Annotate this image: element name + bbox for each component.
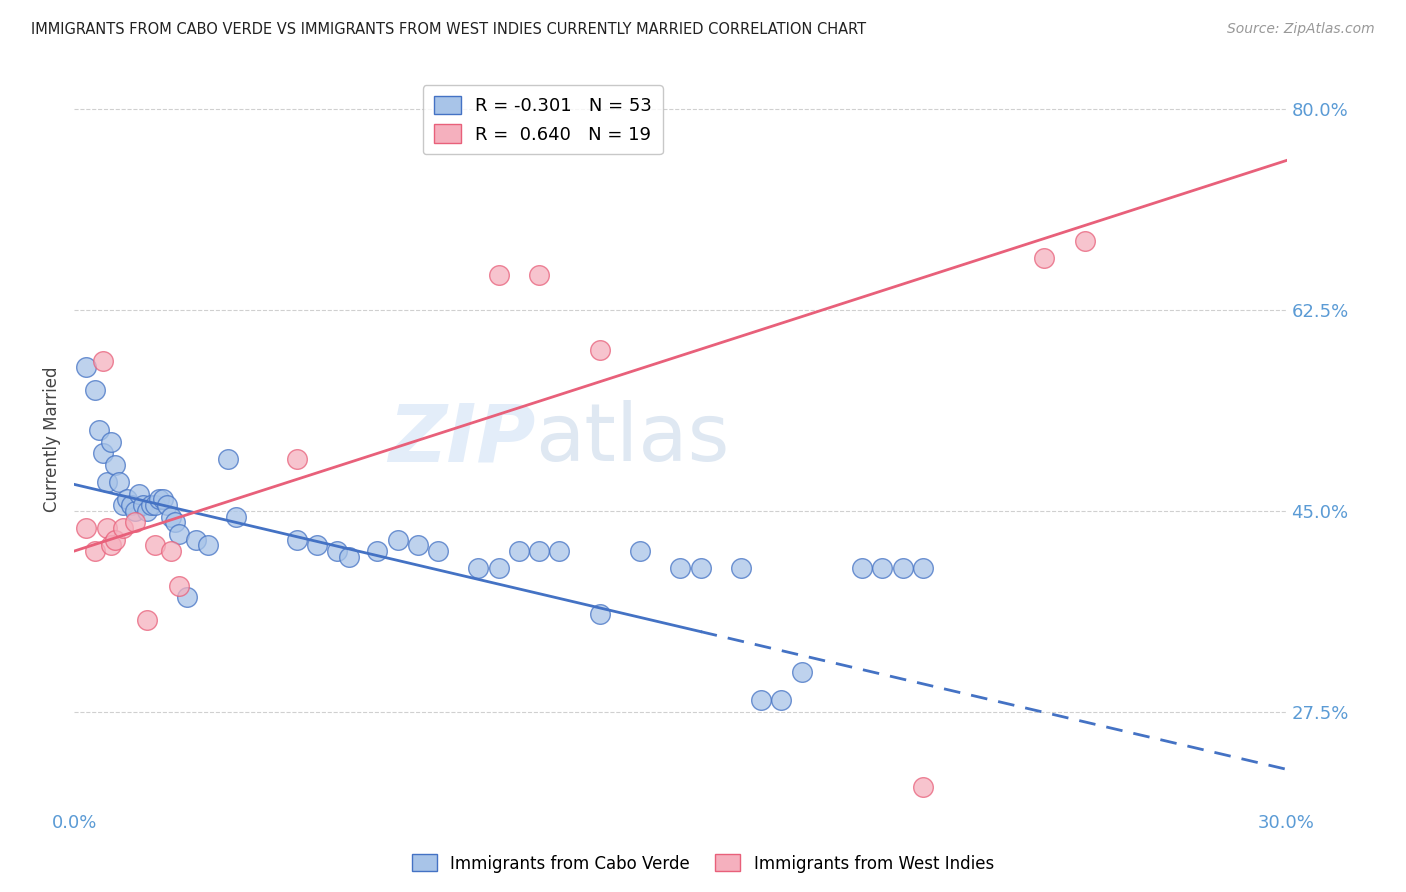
Point: [588, 607, 610, 622]
Point: [100, 538, 122, 552]
Point: [83, 383, 105, 397]
Point: [527, 544, 550, 558]
Point: [891, 561, 914, 575]
Point: [225, 509, 247, 524]
Point: [152, 492, 174, 507]
Point: [326, 544, 349, 558]
Point: [588, 343, 610, 357]
Point: [508, 544, 530, 558]
Point: [143, 538, 166, 552]
Point: [285, 452, 308, 467]
Point: [427, 544, 450, 558]
Point: [730, 561, 752, 575]
Point: [139, 498, 162, 512]
Point: [104, 458, 127, 472]
Point: [467, 561, 489, 575]
Point: [136, 613, 159, 627]
Point: [628, 544, 651, 558]
Point: [148, 492, 170, 507]
Text: ZIP: ZIP: [388, 400, 534, 478]
Point: [1033, 251, 1056, 265]
Point: [770, 693, 793, 707]
Point: [165, 516, 187, 530]
Point: [197, 538, 219, 552]
Point: [1073, 234, 1095, 248]
Point: [120, 498, 142, 512]
Point: [75, 360, 97, 375]
Text: IMMIGRANTS FROM CABO VERDE VS IMMIGRANTS FROM WEST INDIES CURRENTLY MARRIED CORR: IMMIGRANTS FROM CABO VERDE VS IMMIGRANTS…: [31, 22, 866, 37]
Point: [851, 561, 873, 575]
Point: [104, 533, 127, 547]
Point: [87, 424, 110, 438]
Point: [337, 549, 360, 564]
Point: [124, 516, 146, 530]
Text: atlas: atlas: [534, 400, 730, 478]
Point: [111, 498, 134, 512]
Point: [83, 544, 105, 558]
Point: [169, 526, 191, 541]
Point: [143, 498, 166, 512]
Point: [387, 533, 409, 547]
Y-axis label: Currently Married: Currently Married: [44, 367, 60, 512]
Point: [689, 561, 711, 575]
Point: [749, 693, 772, 707]
Point: [305, 538, 328, 552]
Point: [488, 268, 510, 283]
Point: [548, 544, 571, 558]
Point: [911, 780, 934, 794]
Point: [91, 446, 114, 460]
Point: [160, 544, 183, 558]
Point: [111, 521, 134, 535]
Legend: Immigrants from Cabo Verde, Immigrants from West Indies: Immigrants from Cabo Verde, Immigrants f…: [405, 847, 1001, 880]
Point: [406, 538, 429, 552]
Point: [91, 354, 114, 368]
Point: [184, 533, 207, 547]
Point: [285, 533, 308, 547]
Point: [136, 504, 159, 518]
Point: [176, 590, 198, 604]
Point: [160, 509, 183, 524]
Point: [872, 561, 894, 575]
Point: [156, 498, 179, 512]
Point: [217, 452, 239, 467]
Point: [115, 492, 138, 507]
Point: [75, 521, 97, 535]
Point: [128, 486, 150, 500]
Point: [96, 521, 118, 535]
Text: Source: ZipAtlas.com: Source: ZipAtlas.com: [1227, 22, 1375, 37]
Point: [96, 475, 118, 489]
Point: [911, 561, 934, 575]
Point: [790, 665, 813, 679]
Point: [488, 561, 510, 575]
Point: [366, 544, 388, 558]
Legend: R = -0.301   N = 53, R =  0.640   N = 19: R = -0.301 N = 53, R = 0.640 N = 19: [423, 85, 662, 154]
Point: [169, 578, 191, 592]
Point: [132, 498, 155, 512]
Point: [100, 434, 122, 449]
Point: [107, 475, 129, 489]
Point: [669, 561, 692, 575]
Point: [124, 504, 146, 518]
Point: [527, 268, 550, 283]
